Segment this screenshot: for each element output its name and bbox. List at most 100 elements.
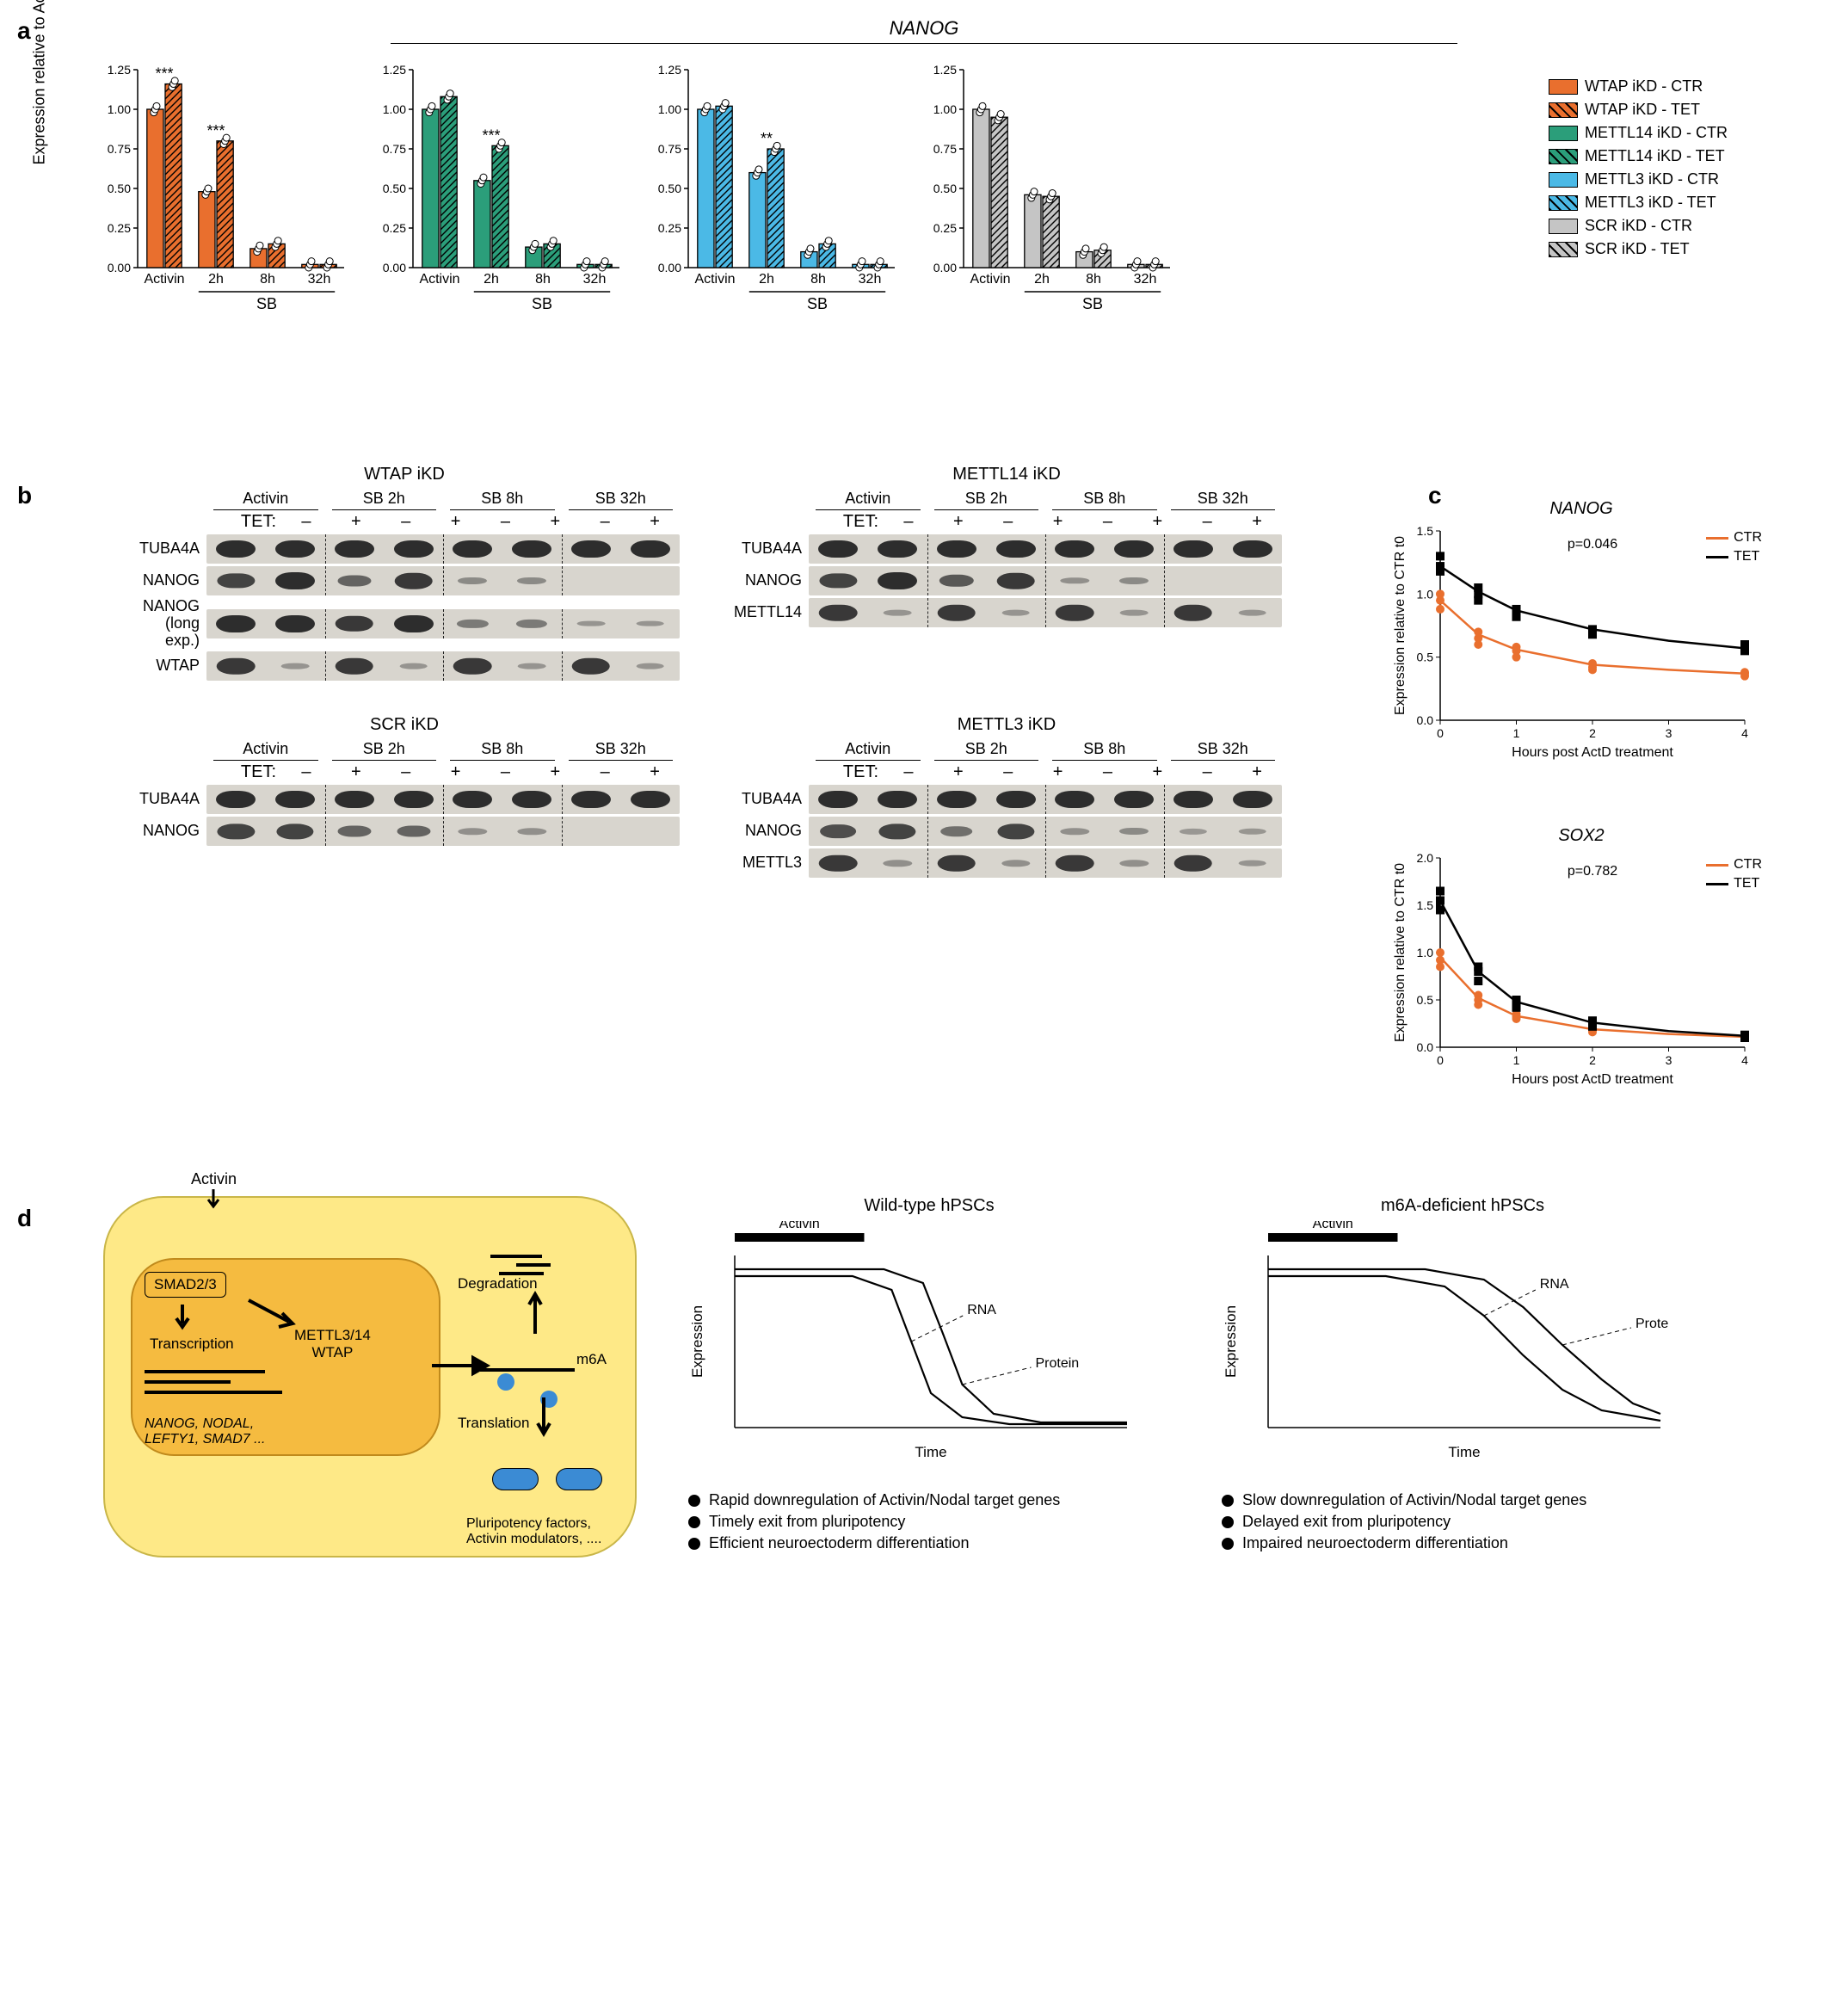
swatch-icon xyxy=(1549,242,1578,257)
svg-text:8h: 8h xyxy=(535,272,551,287)
svg-text:Protein: Protein xyxy=(1035,1356,1079,1371)
bullet-text: Timely exit from pluripotency xyxy=(709,1513,905,1531)
bar-chart-mettl14-ikd: 0.000.250.500.751.001.25Activin2h***8h32… xyxy=(370,52,628,328)
svg-text:0.5: 0.5 xyxy=(1417,993,1434,1007)
cell-cartoon: Activin SMAD2/3 Transcription METTL3/14 … xyxy=(103,1196,637,1558)
decay-title: NANOG xyxy=(1392,499,1771,519)
blot-header: ActivinSB 2hSB 8hSB 32h xyxy=(129,740,680,758)
bar-chart-mettl3-ikd: 0.000.250.500.751.001.25Activin2h**8h32h… xyxy=(645,52,903,328)
blot-row-label: NANOG xyxy=(731,823,809,840)
legend-label: METTL3 iKD - CTR xyxy=(1585,170,1719,188)
blot-row-label: NANOG xyxy=(129,572,206,589)
bullet-text: Impaired neuroectoderm differentiation xyxy=(1242,1534,1508,1552)
blot-row-label: NANOG xyxy=(129,823,206,840)
svg-text:2.0: 2.0 xyxy=(1417,851,1434,865)
blot-title: METTL3 iKD xyxy=(731,715,1282,735)
tet-row: TET:–+–+–+–+ xyxy=(129,762,680,782)
svg-text:1.25: 1.25 xyxy=(383,63,406,77)
bullet-icon xyxy=(688,1495,700,1507)
svg-text:8h: 8h xyxy=(260,272,275,287)
panel-d: Activin SMAD2/3 Transcription METTL3/14 … xyxy=(17,1196,1831,1678)
blot-row-label: WTAP xyxy=(129,657,206,675)
svg-text:0.75: 0.75 xyxy=(658,142,681,156)
legend-item: WTAP iKD - CTR xyxy=(1549,77,1728,96)
svg-text:0.25: 0.25 xyxy=(108,221,131,235)
swatch-icon xyxy=(1549,102,1578,118)
decay-legend: CTRTET xyxy=(1706,857,1762,895)
bullet-text: Slow downregulation of Activin/Nodal tar… xyxy=(1242,1491,1586,1509)
legend-item: SCR iKD - CTR xyxy=(1549,217,1728,235)
panel-a-title: NANOG xyxy=(17,17,1831,40)
swatch-icon xyxy=(1549,219,1578,234)
blot-strip xyxy=(809,817,1282,846)
svg-text:Activin: Activin xyxy=(144,272,184,287)
svg-text:0.0: 0.0 xyxy=(1417,713,1434,727)
swatch-icon xyxy=(1549,149,1578,164)
svg-text:Activin: Activin xyxy=(419,272,459,287)
decay-legend: CTRTET xyxy=(1706,530,1762,568)
svg-text:0.5: 0.5 xyxy=(1417,651,1434,664)
svg-text:0.75: 0.75 xyxy=(933,142,957,156)
svg-text:1.00: 1.00 xyxy=(658,102,681,116)
blot-row: TUBA4A xyxy=(731,534,1282,564)
panel-a: NANOG Expression relative to Activin CTR… xyxy=(17,17,1831,465)
svg-text:RNA: RNA xyxy=(1540,1277,1569,1292)
blot-block: WTAP iKDActivinSB 2hSB 8hSB 32hTET:–+–+–… xyxy=(129,465,680,681)
blot-row-label: NANOG xyxy=(731,572,809,589)
svg-text:SB: SB xyxy=(807,295,828,312)
swatch-icon xyxy=(1549,172,1578,188)
blot-row-label: METTL3 xyxy=(731,854,809,872)
svg-text:0.00: 0.00 xyxy=(658,261,681,275)
bar-chart-wtap-ikd: Expression relative to Activin CTR0.000.… xyxy=(95,52,353,328)
bar-chart-scr-ikd: 0.000.250.500.751.001.25Activin2h8h32hSB xyxy=(921,52,1179,328)
blot-block: SCR iKDActivinSB 2hSB 8hSB 32hTET:–+–+–+… xyxy=(129,715,680,878)
svg-text:Expression relative to CTR t0: Expression relative to CTR t0 xyxy=(1393,863,1408,1042)
svg-text:2: 2 xyxy=(1589,1053,1596,1067)
svg-text:p=0.782: p=0.782 xyxy=(1568,864,1617,879)
svg-text:***: *** xyxy=(206,122,225,139)
svg-text:Activin: Activin xyxy=(970,272,1010,287)
svg-text:4: 4 xyxy=(1741,1053,1748,1067)
blot-row: NANOG xyxy=(129,566,680,595)
blot-row: TUBA4A xyxy=(129,534,680,564)
svg-text:1.5: 1.5 xyxy=(1417,524,1434,538)
svg-text:Hours post ActD treatment: Hours post ActD treatment xyxy=(1512,745,1673,760)
bullet-icon xyxy=(688,1516,700,1528)
blot-row-label: TUBA4A xyxy=(731,540,809,558)
blot-strip xyxy=(206,566,680,595)
blot-row: TUBA4A xyxy=(731,785,1282,814)
bullet-icon xyxy=(1222,1538,1234,1550)
blot-row: TUBA4A xyxy=(129,785,680,814)
legend-label: SCR iKD - TET xyxy=(1585,240,1690,258)
svg-text:0: 0 xyxy=(1437,1053,1444,1067)
d-bullets: Rapid downregulation of Activin/Nodal ta… xyxy=(688,1491,1170,1552)
legend-item: SCR iKD - TET xyxy=(1549,240,1728,258)
decay-chart: SOX20.00.51.01.52.001234Hours post ActD … xyxy=(1392,826,1771,1119)
svg-text:Activin: Activin xyxy=(779,1221,820,1231)
svg-text:1.00: 1.00 xyxy=(108,102,131,116)
svg-text:Expression relative to CTR t0: Expression relative to CTR t0 xyxy=(1393,536,1408,715)
blot-row: METTL14 xyxy=(731,598,1282,627)
blot-strip xyxy=(809,848,1282,878)
svg-text:0.25: 0.25 xyxy=(933,221,957,235)
svg-text:0.75: 0.75 xyxy=(108,142,131,156)
svg-text:1.0: 1.0 xyxy=(1417,946,1434,959)
panel-d-blocks: Wild-type hPSCsActivinRNAProteinTimeExpr… xyxy=(688,1196,1703,1678)
tet-row: TET:–+–+–+–+ xyxy=(731,512,1282,532)
svg-text:SB: SB xyxy=(1082,295,1103,312)
svg-text:Activin: Activin xyxy=(694,272,735,287)
d-block-title: Wild-type hPSCs xyxy=(688,1196,1170,1216)
svg-text:Expression: Expression xyxy=(689,1305,705,1378)
svg-text:1.00: 1.00 xyxy=(933,102,957,116)
swatch-icon xyxy=(1549,126,1578,141)
legend-item: METTL14 iKD - CTR xyxy=(1549,124,1728,142)
svg-text:1.25: 1.25 xyxy=(108,63,131,77)
svg-text:0.00: 0.00 xyxy=(108,261,131,275)
blot-header: ActivinSB 2hSB 8hSB 32h xyxy=(129,490,680,508)
blot-title: WTAP iKD xyxy=(129,465,680,484)
blot-row: WTAP xyxy=(129,651,680,681)
blot-row: NANOG xyxy=(731,817,1282,846)
svg-text:1.5: 1.5 xyxy=(1417,898,1434,912)
legend-label: METTL14 iKD - CTR xyxy=(1585,124,1728,142)
svg-text:Expression: Expression xyxy=(1223,1305,1239,1378)
